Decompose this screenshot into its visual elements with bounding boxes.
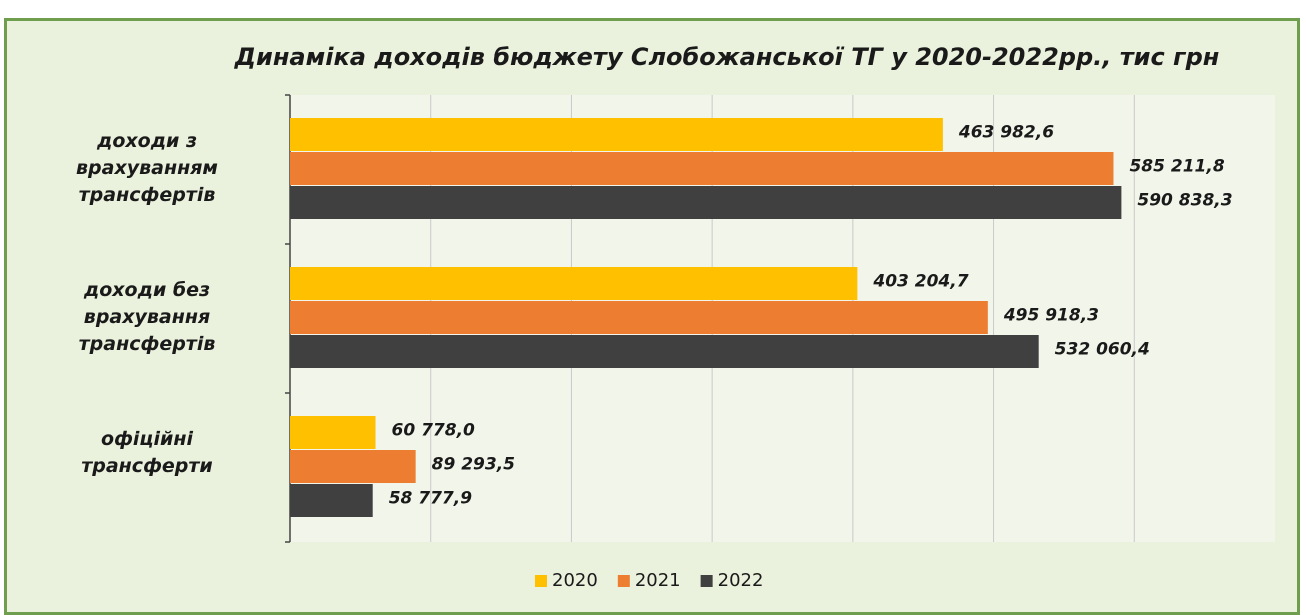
bar [290,335,1039,368]
legend-swatch [535,575,547,587]
bar [290,118,943,151]
value-label: 590 838,3 [1137,191,1232,211]
bar [290,152,1114,185]
value-label: 463 982,6 [958,123,1054,143]
value-label: 532 060,4 [1055,340,1150,360]
value-label: 585 211,8 [1129,157,1224,177]
bar [290,186,1122,219]
value-label: 58 777,9 [389,489,473,509]
legend-swatch [700,575,713,587]
chart: 463 982,6 585 211,8 590 838,3 403 204,7 495 … [285,94,1275,591]
chart-frame: 463 982,6 585 211,8 590 838,3 403 204,7 495 … [4,18,1300,615]
value-label: 60 778,0 [392,421,476,441]
category-label: офіційні трансферти [81,427,213,477]
chart-title: Динаміка доходів бюджету Слобожанської Т… [234,43,1220,71]
value-label: 495 918,3 [1003,306,1099,326]
bar [290,267,858,300]
bar [290,301,988,334]
legend-swatch [617,575,630,587]
bar [290,450,416,483]
category-label: доходи без врахування трансфертів [78,278,216,355]
bar [290,416,376,449]
legend-label: 2021 [635,570,681,591]
legend-label: 2020 [552,570,598,591]
value-label: 403 204,7 [872,272,968,292]
category-label: доходи з врахуванням трансфертів [76,129,218,206]
bar [290,484,373,517]
value-label: 89 293,5 [432,455,515,475]
legend-label: 2022 [718,570,764,591]
